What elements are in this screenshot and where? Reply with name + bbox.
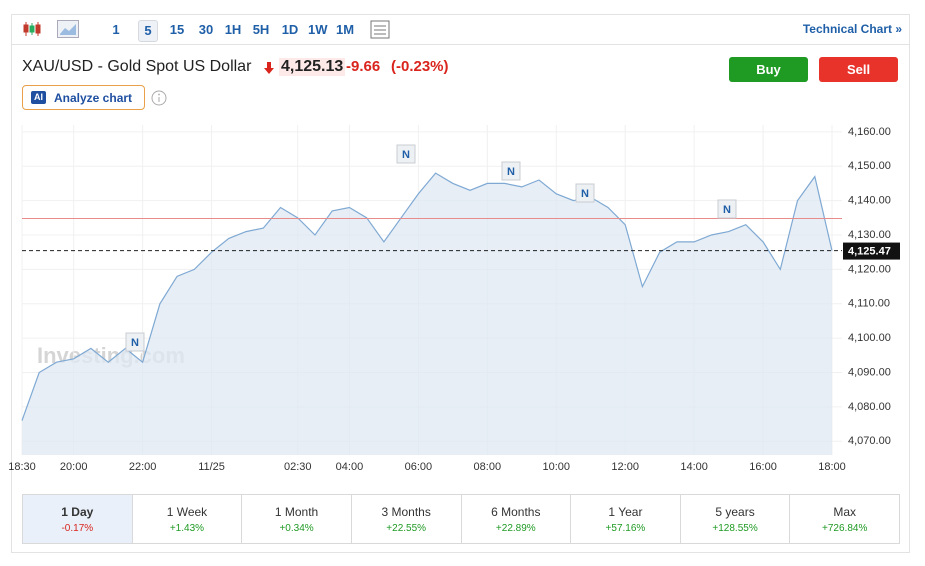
instrument-title: XAU/USD - Gold Spot US Dollar [22, 58, 252, 75]
x-tick-label: 18:30 [8, 461, 36, 473]
y-tick-label: 4,080.00 [848, 401, 891, 413]
price: 4,125.13 [279, 58, 346, 76]
period-change: +0.34% [279, 523, 314, 534]
period-tab[interactable]: 1 Month +0.34% [241, 495, 351, 543]
down-arrow [264, 62, 274, 74]
news-marker-label: N [581, 188, 589, 200]
y-tick-label: 4,130.00 [848, 229, 891, 241]
toolbar: 1 5 15 30 1H 5H 1D 1W 1M Technical Chart » [11, 14, 910, 45]
news-marker[interactable] [717, 199, 737, 219]
area-icon[interactable] [57, 20, 79, 38]
news-marker-label: N [402, 149, 410, 161]
x-tick-label: 04:00 [336, 461, 364, 473]
news-marker-label: N [723, 204, 731, 216]
technical-chart-link[interactable]: Technical Chart » [802, 22, 902, 36]
last-price-label: 4,125.47 [848, 245, 891, 257]
y-tick-label: 4,140.00 [848, 195, 891, 207]
period-change: +22.55% [386, 523, 427, 534]
period-change: -0.17% [61, 523, 94, 534]
period-tab[interactable]: 6 Months +22.89% [460, 495, 571, 543]
period-name: Max [833, 505, 857, 519]
y-tick-label: 4,090.00 [848, 366, 891, 378]
period-name: 1 Month [274, 505, 319, 519]
news-marker[interactable] [396, 144, 416, 164]
y-tick-label: 4,070.00 [848, 435, 891, 447]
x-tick-label: 02:30 [284, 461, 312, 473]
x-tick-label: 16:00 [749, 461, 777, 473]
period-change: +1.43% [169, 523, 205, 534]
x-tick-label: 10:00 [542, 461, 570, 473]
info-icon[interactable] [151, 90, 167, 106]
period-tab[interactable]: 5 years +128.55% [679, 495, 790, 543]
x-tick-label: 11/25 [198, 461, 225, 473]
period-change: +22.89% [495, 523, 536, 534]
price-line [21, 172, 833, 421]
interval-button[interactable]: 1H [224, 22, 242, 37]
change-pct: (-0.23%) [391, 58, 449, 75]
news-marker[interactable] [575, 183, 595, 203]
analyze-button[interactable]: AI Analyze chart [22, 85, 145, 110]
period-change: +726.84% [822, 523, 868, 534]
area-fill [22, 173, 832, 455]
y-tick-label: 4,160.00 [848, 126, 891, 138]
x-tick-label: 08:00 [474, 461, 502, 473]
period-change: +57.16% [605, 523, 646, 534]
interval-button[interactable]: 1W [308, 22, 328, 37]
period-name: 1 Week [166, 505, 208, 519]
chart: Investing.com4,070.004,080.004,090.004,1… [8, 125, 900, 473]
news-marker[interactable] [501, 161, 521, 181]
period-name: 6 Months [491, 505, 541, 519]
layout-icon[interactable] [370, 20, 390, 39]
y-tick-label: 4,100.00 [848, 332, 891, 344]
period-name: 1 Year [608, 505, 643, 519]
x-tick-label: 06:00 [405, 461, 433, 473]
x-tick-label: 18:00 [818, 461, 846, 473]
interval-button[interactable]: 1M [336, 22, 355, 37]
news-marker[interactable] [125, 332, 145, 352]
y-tick-label: 4,120.00 [848, 263, 891, 275]
interval-button[interactable]: 1 [112, 22, 120, 37]
period-change: +128.55% [712, 523, 758, 534]
last-price-box [843, 242, 900, 260]
buy-button[interactable]: Buy [729, 57, 808, 82]
period-name: 1 Day [61, 505, 94, 519]
candle-icon[interactable] [23, 21, 41, 37]
news-marker-label: N [507, 166, 515, 178]
period-tab[interactable]: 3 Months +22.55% [350, 495, 461, 543]
x-tick-label: 12:00 [611, 461, 639, 473]
sell-button[interactable]: Sell [819, 57, 898, 82]
period-tab[interactable]: Max +726.84% [789, 495, 899, 543]
period-tabs: 1 Day -0.17% 1 Week +1.43% 1 Month +0.34% 3 Mo… [22, 494, 900, 544]
period-tab[interactable]: 1 Day -0.17% [23, 495, 132, 543]
x-tick-label: 14:00 [680, 461, 708, 473]
period-name: 5 years [715, 505, 755, 519]
interval-button[interactable]: 15 [169, 22, 185, 37]
change: -9.66 [346, 58, 381, 75]
ai-badge: AI [31, 91, 46, 104]
y-tick-label: 4,150.00 [848, 160, 891, 172]
interval-button[interactable]: 5 [138, 20, 158, 42]
x-tick-label: 20:00 [60, 461, 88, 473]
widget-frame [11, 14, 910, 553]
interval-button[interactable]: 5H [252, 22, 270, 37]
period-tab[interactable]: 1 Week +1.43% [131, 495, 242, 543]
news-marker-label: N [131, 337, 139, 349]
y-tick-label: 4,110.00 [848, 298, 890, 310]
interval-button[interactable]: 1D [281, 22, 299, 37]
x-tick-label: 22:00 [129, 461, 157, 473]
interval-button[interactable]: 30 [198, 22, 214, 37]
analyze-label: Analyze chart [54, 91, 133, 105]
period-tab[interactable]: 1 Year +57.16% [570, 495, 680, 543]
period-name: 3 Months [381, 505, 431, 519]
